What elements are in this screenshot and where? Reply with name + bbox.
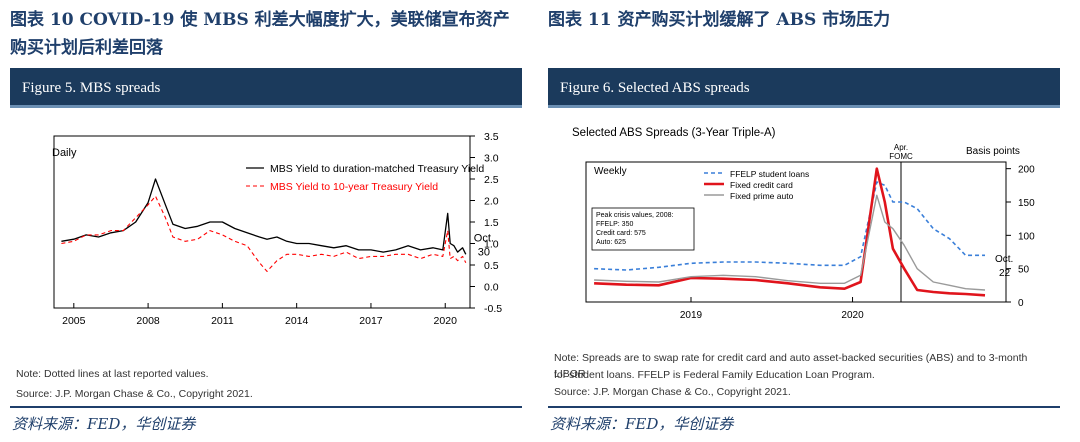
y-tick-label: 1.5 bbox=[484, 217, 499, 229]
source-cn: 资料来源：FED，华创证券 bbox=[12, 415, 196, 433]
frequency-label: Daily bbox=[52, 147, 77, 159]
series-line bbox=[61, 195, 467, 272]
abs-spreads-chart: Selected ABS Spreads (3-Year Triple-A) B… bbox=[548, 112, 1060, 340]
source-cn: 资料来源：FED，华创证券 bbox=[550, 415, 734, 433]
event-label-month: Apr. bbox=[894, 143, 908, 152]
x-tick-label: 2014 bbox=[285, 315, 309, 327]
event-label-name: FOMC bbox=[889, 152, 913, 161]
y-tick-label: 0.0 bbox=[484, 282, 499, 294]
annotation-line: Auto: 625 bbox=[596, 239, 626, 246]
y-tick-label: 2.5 bbox=[484, 174, 499, 186]
plot-frame bbox=[585, 161, 1007, 303]
x-tick-label: 2020 bbox=[841, 310, 864, 321]
end-label-day: 22 bbox=[999, 268, 1011, 279]
left-exhibit: 图表 10 COVID-19 使 MBS 利差大幅度扩大，美联储宣布资产购买计划… bbox=[10, 0, 522, 442]
axis-ticks: -0.5 0.0 0.5 1.0 1.5 2.0 2.5 3.0 3.5 2005 2008 2011… bbox=[62, 131, 502, 327]
series-line bbox=[594, 194, 986, 291]
source-en: Source: J.P. Morgan Chase & Co., Copyrig… bbox=[16, 388, 253, 400]
end-label-month: Oct. bbox=[995, 254, 1013, 265]
series-line bbox=[594, 167, 986, 297]
x-tick-label: 2020 bbox=[434, 315, 458, 327]
annotation-frame bbox=[591, 207, 695, 251]
right-exhibit: 图表 11 资产购买计划缓解了 ABS 市场压力 Figure 6. Selec… bbox=[548, 0, 1060, 442]
axis-ticks: 0 50 100 150 200 2019 2020 bbox=[680, 165, 1035, 321]
legend-label: MBS Yield to duration-matched Treasury Y… bbox=[270, 163, 484, 175]
source-en: Source: J.P. Morgan Chase & Co., Copyrig… bbox=[554, 386, 791, 398]
mbs-spreads-chart: Daily MBS Yield to duration-matched Trea… bbox=[10, 112, 522, 357]
y-tick-label: 0.5 bbox=[484, 260, 499, 272]
x-tick-label: 2011 bbox=[211, 315, 234, 327]
note-line-1: Note: Spreads are to swap rate for credi… bbox=[554, 352, 1028, 380]
chart-title: Selected ABS Spreads (3-Year Triple-A) bbox=[572, 127, 776, 139]
y-tick-label: 50 bbox=[1018, 265, 1030, 276]
series-lines bbox=[594, 162, 986, 302]
note: Note: Dotted lines at last reported valu… bbox=[16, 368, 209, 380]
x-tick-label: 2005 bbox=[62, 315, 86, 327]
y-tick-label: 0 bbox=[1018, 298, 1024, 309]
y-tick-label: 3.5 bbox=[484, 131, 499, 143]
y-tick-label: 3.0 bbox=[484, 153, 499, 165]
series-lines bbox=[61, 178, 467, 272]
x-tick-label: 2008 bbox=[136, 315, 160, 327]
divider bbox=[548, 406, 1060, 408]
legend-label: MBS Yield to 10-year Treasury Yield bbox=[270, 181, 438, 193]
y-tick-label: -0.5 bbox=[484, 303, 502, 315]
figure-title-bar: Figure 5. MBS spreads bbox=[10, 68, 522, 108]
x-tick-label: 2017 bbox=[359, 315, 383, 327]
y-axis-label: Basis points bbox=[966, 146, 1020, 157]
annotation-line: Credit card: 575 bbox=[596, 230, 646, 237]
exhibit-title-11: 图表 11 资产购买计划缓解了 ABS 市场压力 bbox=[548, 10, 891, 30]
y-tick-label: 200 bbox=[1018, 165, 1035, 176]
y-tick-label: 150 bbox=[1018, 198, 1035, 209]
note-line-2: for student loans. FFELP is Federal Fami… bbox=[554, 369, 875, 381]
legend-label: FFELP student loans bbox=[730, 169, 809, 179]
end-label-day: 30 bbox=[478, 246, 490, 258]
annotation-line: FFELP: 350 bbox=[596, 221, 633, 228]
legend: MBS Yield to duration-matched Treasury Y… bbox=[246, 163, 484, 193]
exhibit-title-10: 图表 10 COVID-19 使 MBS 利差大幅度扩大，美联储宣布资产购买计划… bbox=[10, 10, 510, 58]
frequency-label: Weekly bbox=[594, 166, 627, 177]
legend-label: Fixed credit card bbox=[730, 180, 793, 190]
series-line bbox=[61, 178, 467, 255]
y-tick-label: 2.0 bbox=[484, 196, 499, 208]
annotation-box: Peak crisis values, 2008: FFELP: 350 Cre… bbox=[591, 207, 695, 251]
y-tick-label: 100 bbox=[1018, 231, 1035, 242]
end-label-month: Oct. bbox=[474, 232, 494, 244]
x-tick-label: 2019 bbox=[680, 310, 703, 321]
legend-label: Fixed prime auto bbox=[730, 191, 794, 201]
series-line bbox=[594, 181, 985, 271]
y-tick-label: 1.0 bbox=[484, 239, 499, 251]
figure-title-bar: Figure 6. Selected ABS spreads bbox=[548, 68, 1060, 108]
divider bbox=[10, 406, 522, 408]
annotation-line: Peak crisis values, 2008: bbox=[596, 212, 673, 219]
